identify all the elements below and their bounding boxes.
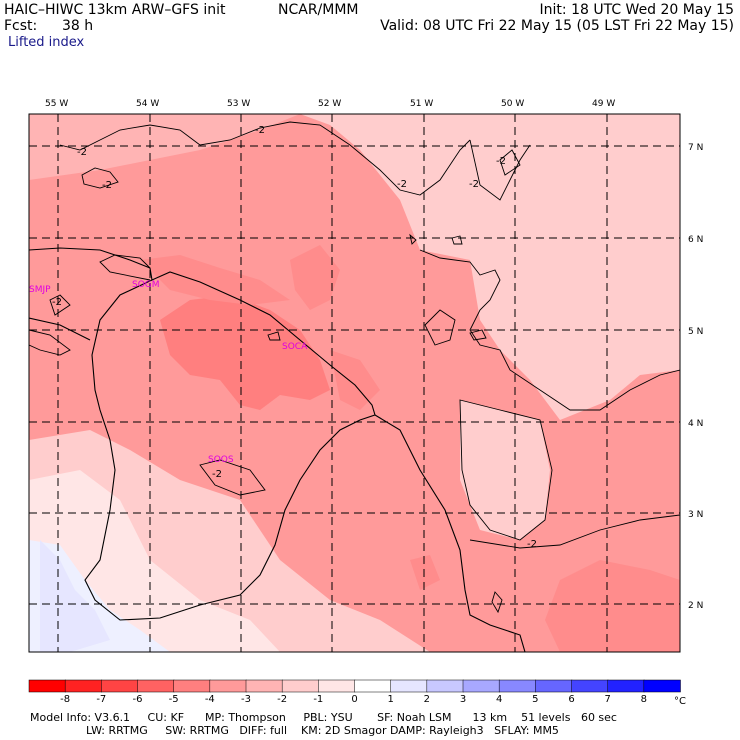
org-label: NCAR/MMM: [278, 2, 359, 18]
init-time: Init: 18 UTC Wed 20 May 15: [539, 2, 734, 18]
colorbar-tick-label: 4: [496, 694, 502, 705]
colorbar-tick-label: -4: [205, 694, 215, 705]
contour-labels: -2 -2 -2 -2 -2 -2 -2 -2 -2: [52, 125, 537, 550]
lat-label: 4 N: [688, 419, 703, 429]
colorbar-tick-label: 8: [641, 694, 647, 705]
colorbar-tick-label: -7: [96, 694, 106, 705]
colorbar-tick-label: 5: [532, 694, 538, 705]
colorbar-tick-label: 2: [424, 694, 430, 705]
lat-label: 6 N: [688, 235, 703, 245]
lat-label: 7 N: [688, 143, 703, 153]
colorbar-swatch: [390, 679, 428, 693]
colorbar-swatch: [209, 679, 247, 693]
colorbar-swatch: [173, 679, 211, 693]
forecast-label: Fcst:: [4, 18, 38, 34]
lon-label: 50 W: [501, 99, 524, 109]
colorbar-tick-label: -5: [169, 694, 179, 705]
colorbar-tick-label: 6: [568, 694, 574, 705]
lat-label: 5 N: [688, 327, 703, 337]
contour-label: -2: [527, 539, 537, 550]
colorbar-tick-label: -3: [241, 694, 251, 705]
station-label: SOOS: [208, 455, 234, 465]
colorbar-swatch: [426, 679, 464, 693]
graticule: [29, 114, 680, 652]
model-title: HAIC–HIWC 13km ARW–GFS init: [4, 2, 226, 18]
colorbar-swatch: [318, 679, 356, 693]
lon-labels: 55 W 54 W 53 W 52 W 51 W 50 W 49 W: [45, 99, 615, 109]
colorbar-tick-label: -6: [133, 694, 143, 705]
forecast-hours: 38 h: [62, 18, 94, 34]
colorbar-swatch: [28, 679, 66, 693]
contour-label: -2: [255, 125, 265, 136]
lon-label: 55 W: [45, 99, 68, 109]
contour-label: -2: [102, 180, 112, 191]
station-label: SOGM: [132, 280, 160, 290]
colorbar-labels: -8 -7 -6 -5 -4 -3 -2 -1 0 1 2 3 4 5 6 7 8: [60, 694, 647, 705]
lat-label: 3 N: [688, 510, 703, 520]
colorbar-swatch: [498, 679, 537, 693]
contour-label: -2: [469, 179, 479, 190]
colorbar-swatch: [462, 679, 500, 693]
colorbar-swatch: [571, 679, 609, 693]
contour-label: -2: [212, 469, 222, 480]
contours: [29, 121, 680, 614]
colorbar-swatch: [607, 679, 645, 693]
valid-time: Valid: 08 UTC Fri 22 May 15 (05 LST Fri …: [380, 18, 734, 34]
colorbar-swatch: [137, 679, 175, 693]
colorbar-swatch: [354, 679, 392, 693]
lon-label: 51 W: [410, 99, 433, 109]
lat-labels: 7 N 6 N 5 N 4 N 3 N 2 N: [688, 143, 703, 611]
coastlines: [29, 247, 526, 652]
colorbar-tick-label: 1: [387, 694, 393, 705]
colorbar-tick-label: 7: [604, 694, 610, 705]
colorbar-tick-label: -8: [60, 694, 70, 705]
contour-label: -2: [397, 179, 407, 190]
model-info-line2: LW: RRTMG SW: RRTMG DIFF: full KM: 2D Sm…: [30, 724, 559, 737]
lon-label: 49 W: [592, 99, 615, 109]
stations: SMJP SOGM SOCA SOOS: [29, 280, 308, 465]
colorbar-unit: °C: [674, 696, 686, 707]
colorbar-tick-label: -1: [313, 694, 323, 705]
lat-label: 2 N: [688, 601, 703, 611]
map-frame: [28, 113, 681, 653]
colorbar-swatch: [245, 679, 283, 693]
model-info-line1: Model Info: V3.6.1 CU: KF MP: Thompson P…: [30, 711, 617, 724]
colorbar-tick-label: 3: [460, 694, 466, 705]
station-label: SOCA: [282, 342, 308, 352]
colorbar-tick-label: 0: [351, 694, 357, 705]
colorbar-swatch: [535, 679, 573, 693]
lon-label: 54 W: [136, 99, 159, 109]
lon-label: 52 W: [318, 99, 341, 109]
colorbar: [28, 679, 681, 693]
colorbar-swatch: [643, 679, 681, 693]
colorbar-tick-label: -2: [277, 694, 287, 705]
station-label: SMJP: [29, 285, 51, 295]
shaded-field: [29, 114, 680, 652]
contour-label: -2: [77, 147, 87, 158]
colorbar-swatch: [64, 679, 103, 693]
field-name: Lifted index: [8, 35, 85, 50]
contour-label: -2: [52, 297, 62, 308]
colorbar-swatch: [281, 679, 320, 693]
colorbar-swatch: [101, 679, 139, 693]
contour-label: -2: [496, 156, 506, 167]
lon-label: 53 W: [227, 99, 250, 109]
